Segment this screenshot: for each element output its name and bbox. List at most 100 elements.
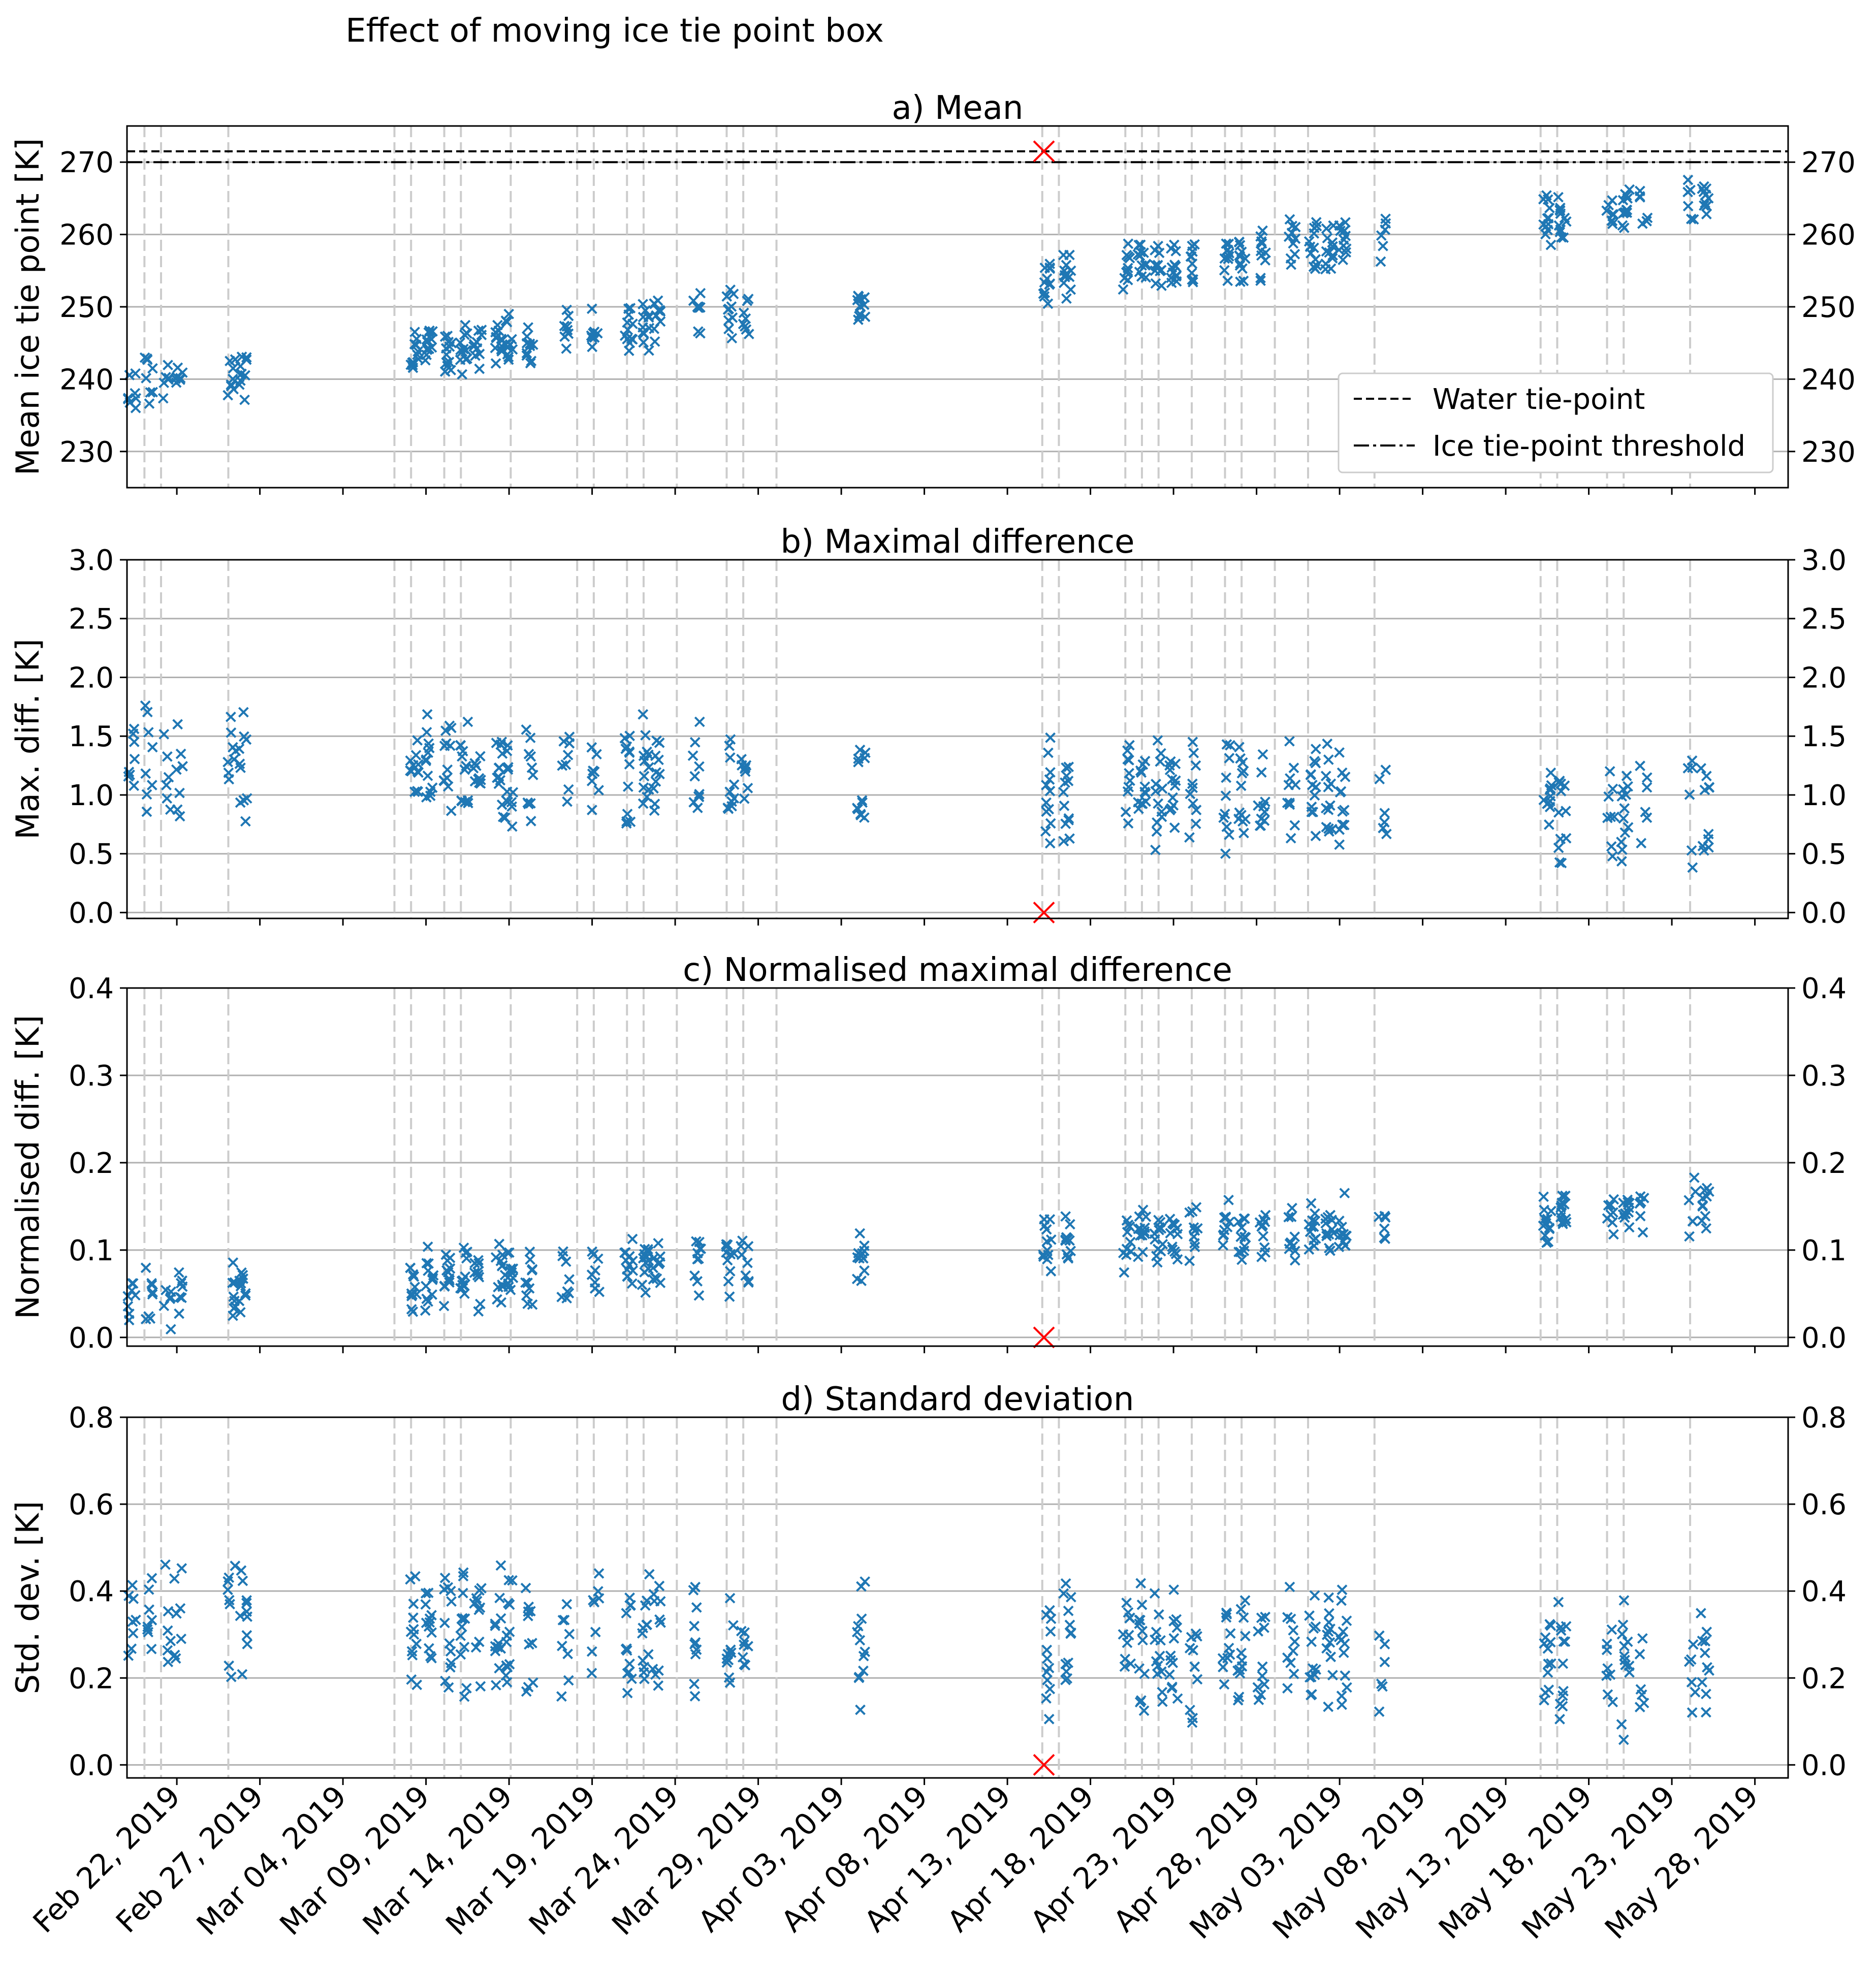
- data-point: [856, 1613, 867, 1625]
- data-point: [423, 747, 434, 758]
- data-point: [1286, 1212, 1297, 1222]
- data-point: [468, 762, 479, 774]
- data-point: [1696, 763, 1706, 774]
- data-point: [1256, 1221, 1267, 1232]
- data-point: [438, 775, 450, 786]
- data-point: [1283, 1212, 1294, 1223]
- data-point: [131, 1614, 141, 1626]
- data-point: [521, 1290, 532, 1301]
- y-tick-label-right: 0.6: [1801, 1488, 1847, 1521]
- data-point: [739, 1627, 750, 1638]
- x-tick-label: Mar 09, 2019: [273, 1779, 436, 1942]
- data-point: [1334, 839, 1345, 850]
- data-point: [627, 1265, 639, 1276]
- data-point: [141, 789, 152, 800]
- data-point: [1259, 1679, 1270, 1690]
- data-point: [1555, 778, 1567, 789]
- data-point: [1335, 226, 1346, 236]
- data-point: [1310, 1233, 1321, 1244]
- axes-frame: [126, 1416, 1789, 1779]
- y-tick-label: 270: [59, 146, 114, 179]
- panel-a: 230 230 240 240 250 250 260 260 270 270 a) Mean Mea…: [9, 89, 1856, 495]
- data-point: [1687, 1216, 1698, 1227]
- data-point: [1323, 1592, 1334, 1603]
- y-tick-label-right: 2.5: [1801, 603, 1847, 636]
- data-point: [1234, 260, 1246, 271]
- data-point: [1218, 1662, 1228, 1673]
- data-point: [557, 760, 568, 771]
- data-point: [1043, 1713, 1055, 1725]
- data-point: [1122, 265, 1133, 276]
- data-point: [1603, 200, 1614, 211]
- data-point: [1634, 1649, 1645, 1660]
- data-point: [1608, 209, 1619, 220]
- data-point: [1289, 1636, 1300, 1647]
- data-point: [1236, 1222, 1247, 1233]
- data-point: [1637, 1227, 1648, 1238]
- data-point: [1322, 738, 1333, 749]
- data-point: [649, 336, 660, 347]
- data-point: [1341, 247, 1352, 258]
- data-point: [1704, 1186, 1714, 1197]
- data-point: [127, 1616, 138, 1627]
- data-point: [1184, 832, 1195, 843]
- data-point: [1221, 772, 1232, 783]
- data-point: [1336, 1595, 1347, 1606]
- data-point: [1619, 1650, 1630, 1662]
- data-point: [242, 1639, 253, 1649]
- data-point: [238, 731, 249, 742]
- data-point: [736, 1626, 747, 1637]
- data-point: [1219, 253, 1230, 264]
- data-point: [524, 338, 535, 349]
- data-point: [1700, 1211, 1711, 1222]
- data-point: [1539, 1638, 1550, 1649]
- data-point: [853, 1620, 864, 1632]
- data-point: [234, 1275, 245, 1286]
- data-point: [1185, 788, 1196, 800]
- data-point: [423, 1643, 434, 1654]
- y-tick-label-right: 0.4: [1801, 1575, 1847, 1608]
- data-point: [1324, 1637, 1336, 1648]
- data-point: [1607, 218, 1618, 230]
- data-point: [495, 1560, 506, 1571]
- y-tick-label: 0.8: [69, 1402, 114, 1435]
- data-point: [1119, 1267, 1130, 1278]
- data-point: [1065, 1628, 1076, 1639]
- data-point: [1320, 258, 1331, 269]
- data-point: [1380, 1233, 1390, 1245]
- data-point: [1334, 787, 1346, 798]
- data-point: [473, 1258, 484, 1269]
- data-point: [695, 288, 706, 299]
- data-point: [1043, 1663, 1055, 1674]
- data-point: [128, 1593, 139, 1604]
- data-point: [1618, 1734, 1629, 1745]
- data-point: [1061, 260, 1072, 271]
- data-point: [421, 726, 432, 738]
- data-point: [1218, 812, 1229, 823]
- data-point: [1311, 217, 1322, 228]
- data-point: [476, 1583, 487, 1594]
- data-point: [1153, 1609, 1164, 1620]
- data-point: [1700, 198, 1711, 209]
- data-point: [521, 350, 532, 361]
- data-point: [456, 1621, 467, 1632]
- data-point: [1602, 1663, 1613, 1674]
- data-point: [690, 1581, 701, 1593]
- data-point: [1255, 275, 1266, 286]
- data-point: [1684, 1231, 1695, 1242]
- data-point: [426, 1627, 437, 1638]
- data-point: [123, 1590, 134, 1602]
- data-point: [1137, 1626, 1148, 1637]
- data-point: [723, 315, 734, 326]
- panel-b: 0.0 0.0 0.5 0.5 1.0 1.0 1.5 1.5 2.0 2.0 2.5 2.5 3.0 3…: [9, 523, 1847, 930]
- data-point: [503, 308, 515, 320]
- data-point: [1606, 215, 1617, 226]
- data-point: [1637, 1633, 1648, 1644]
- x-tick-label: Mar 04, 2019: [190, 1779, 353, 1942]
- data-point: [1555, 208, 1566, 219]
- data-point: [561, 343, 572, 354]
- data-point: [240, 1290, 251, 1301]
- data-point: [441, 357, 452, 368]
- data-point: [1373, 1212, 1384, 1222]
- data-point: [1224, 753, 1235, 763]
